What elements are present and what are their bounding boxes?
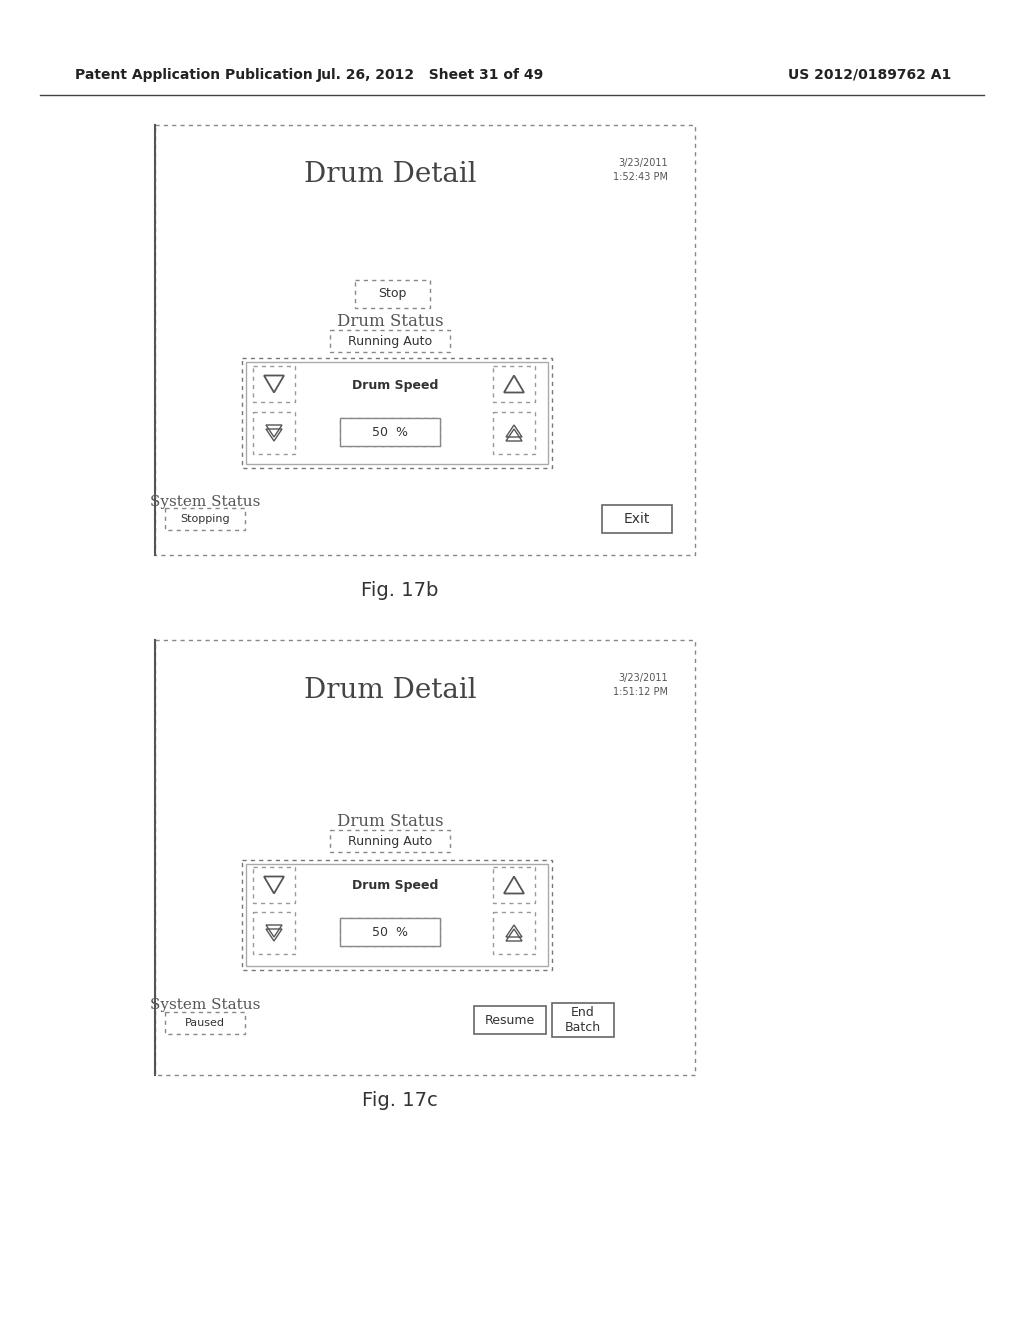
Bar: [253, 912, 295, 954]
Text: Drum Detail: Drum Detail: [304, 676, 476, 704]
Bar: [493, 912, 535, 954]
Text: Resume: Resume: [485, 1014, 536, 1027]
Text: Drum Speed: Drum Speed: [352, 379, 438, 392]
Text: Patent Application Publication: Patent Application Publication: [75, 69, 312, 82]
Text: Drum Detail: Drum Detail: [304, 161, 476, 189]
Bar: [330, 830, 450, 851]
Text: Stop: Stop: [378, 288, 407, 301]
Text: Paused: Paused: [185, 1018, 225, 1028]
Text: US 2012/0189762 A1: US 2012/0189762 A1: [788, 69, 951, 82]
Bar: [253, 412, 295, 454]
Bar: [165, 1012, 245, 1034]
Text: Stopping: Stopping: [180, 513, 229, 524]
Bar: [330, 330, 450, 352]
Text: System Status: System Status: [150, 495, 260, 510]
Bar: [552, 1003, 614, 1038]
Bar: [340, 917, 440, 946]
Bar: [253, 867, 295, 903]
Bar: [155, 640, 695, 1074]
Text: 3/23/2011: 3/23/2011: [618, 158, 668, 168]
Text: Drum Speed: Drum Speed: [352, 879, 438, 892]
Bar: [253, 366, 295, 403]
Bar: [355, 280, 430, 308]
Bar: [602, 506, 672, 533]
Bar: [340, 418, 440, 446]
Bar: [246, 362, 548, 465]
Bar: [340, 917, 440, 946]
Text: Drum Status: Drum Status: [337, 314, 443, 330]
Text: 1:51:12 PM: 1:51:12 PM: [613, 686, 668, 697]
Text: System Status: System Status: [150, 998, 260, 1012]
Text: 50  %: 50 %: [372, 925, 408, 939]
Text: Running Auto: Running Auto: [348, 834, 432, 847]
Bar: [474, 1006, 546, 1034]
Bar: [242, 358, 552, 469]
Text: Exit: Exit: [624, 512, 650, 525]
Bar: [493, 412, 535, 454]
Bar: [155, 125, 695, 554]
Text: Fig. 17b: Fig. 17b: [361, 581, 438, 599]
Bar: [493, 867, 535, 903]
Text: 1:52:43 PM: 1:52:43 PM: [613, 172, 668, 182]
Text: Running Auto: Running Auto: [348, 334, 432, 347]
Text: Jul. 26, 2012   Sheet 31 of 49: Jul. 26, 2012 Sheet 31 of 49: [316, 69, 544, 82]
Text: End
Batch: End Batch: [565, 1006, 601, 1034]
Text: Fig. 17c: Fig. 17c: [362, 1090, 438, 1110]
Bar: [493, 366, 535, 403]
Text: 50  %: 50 %: [372, 425, 408, 438]
Bar: [242, 861, 552, 970]
Text: 3/23/2011: 3/23/2011: [618, 673, 668, 682]
Bar: [165, 508, 245, 531]
Bar: [340, 418, 440, 446]
Text: Drum Status: Drum Status: [337, 813, 443, 830]
Bar: [246, 865, 548, 966]
